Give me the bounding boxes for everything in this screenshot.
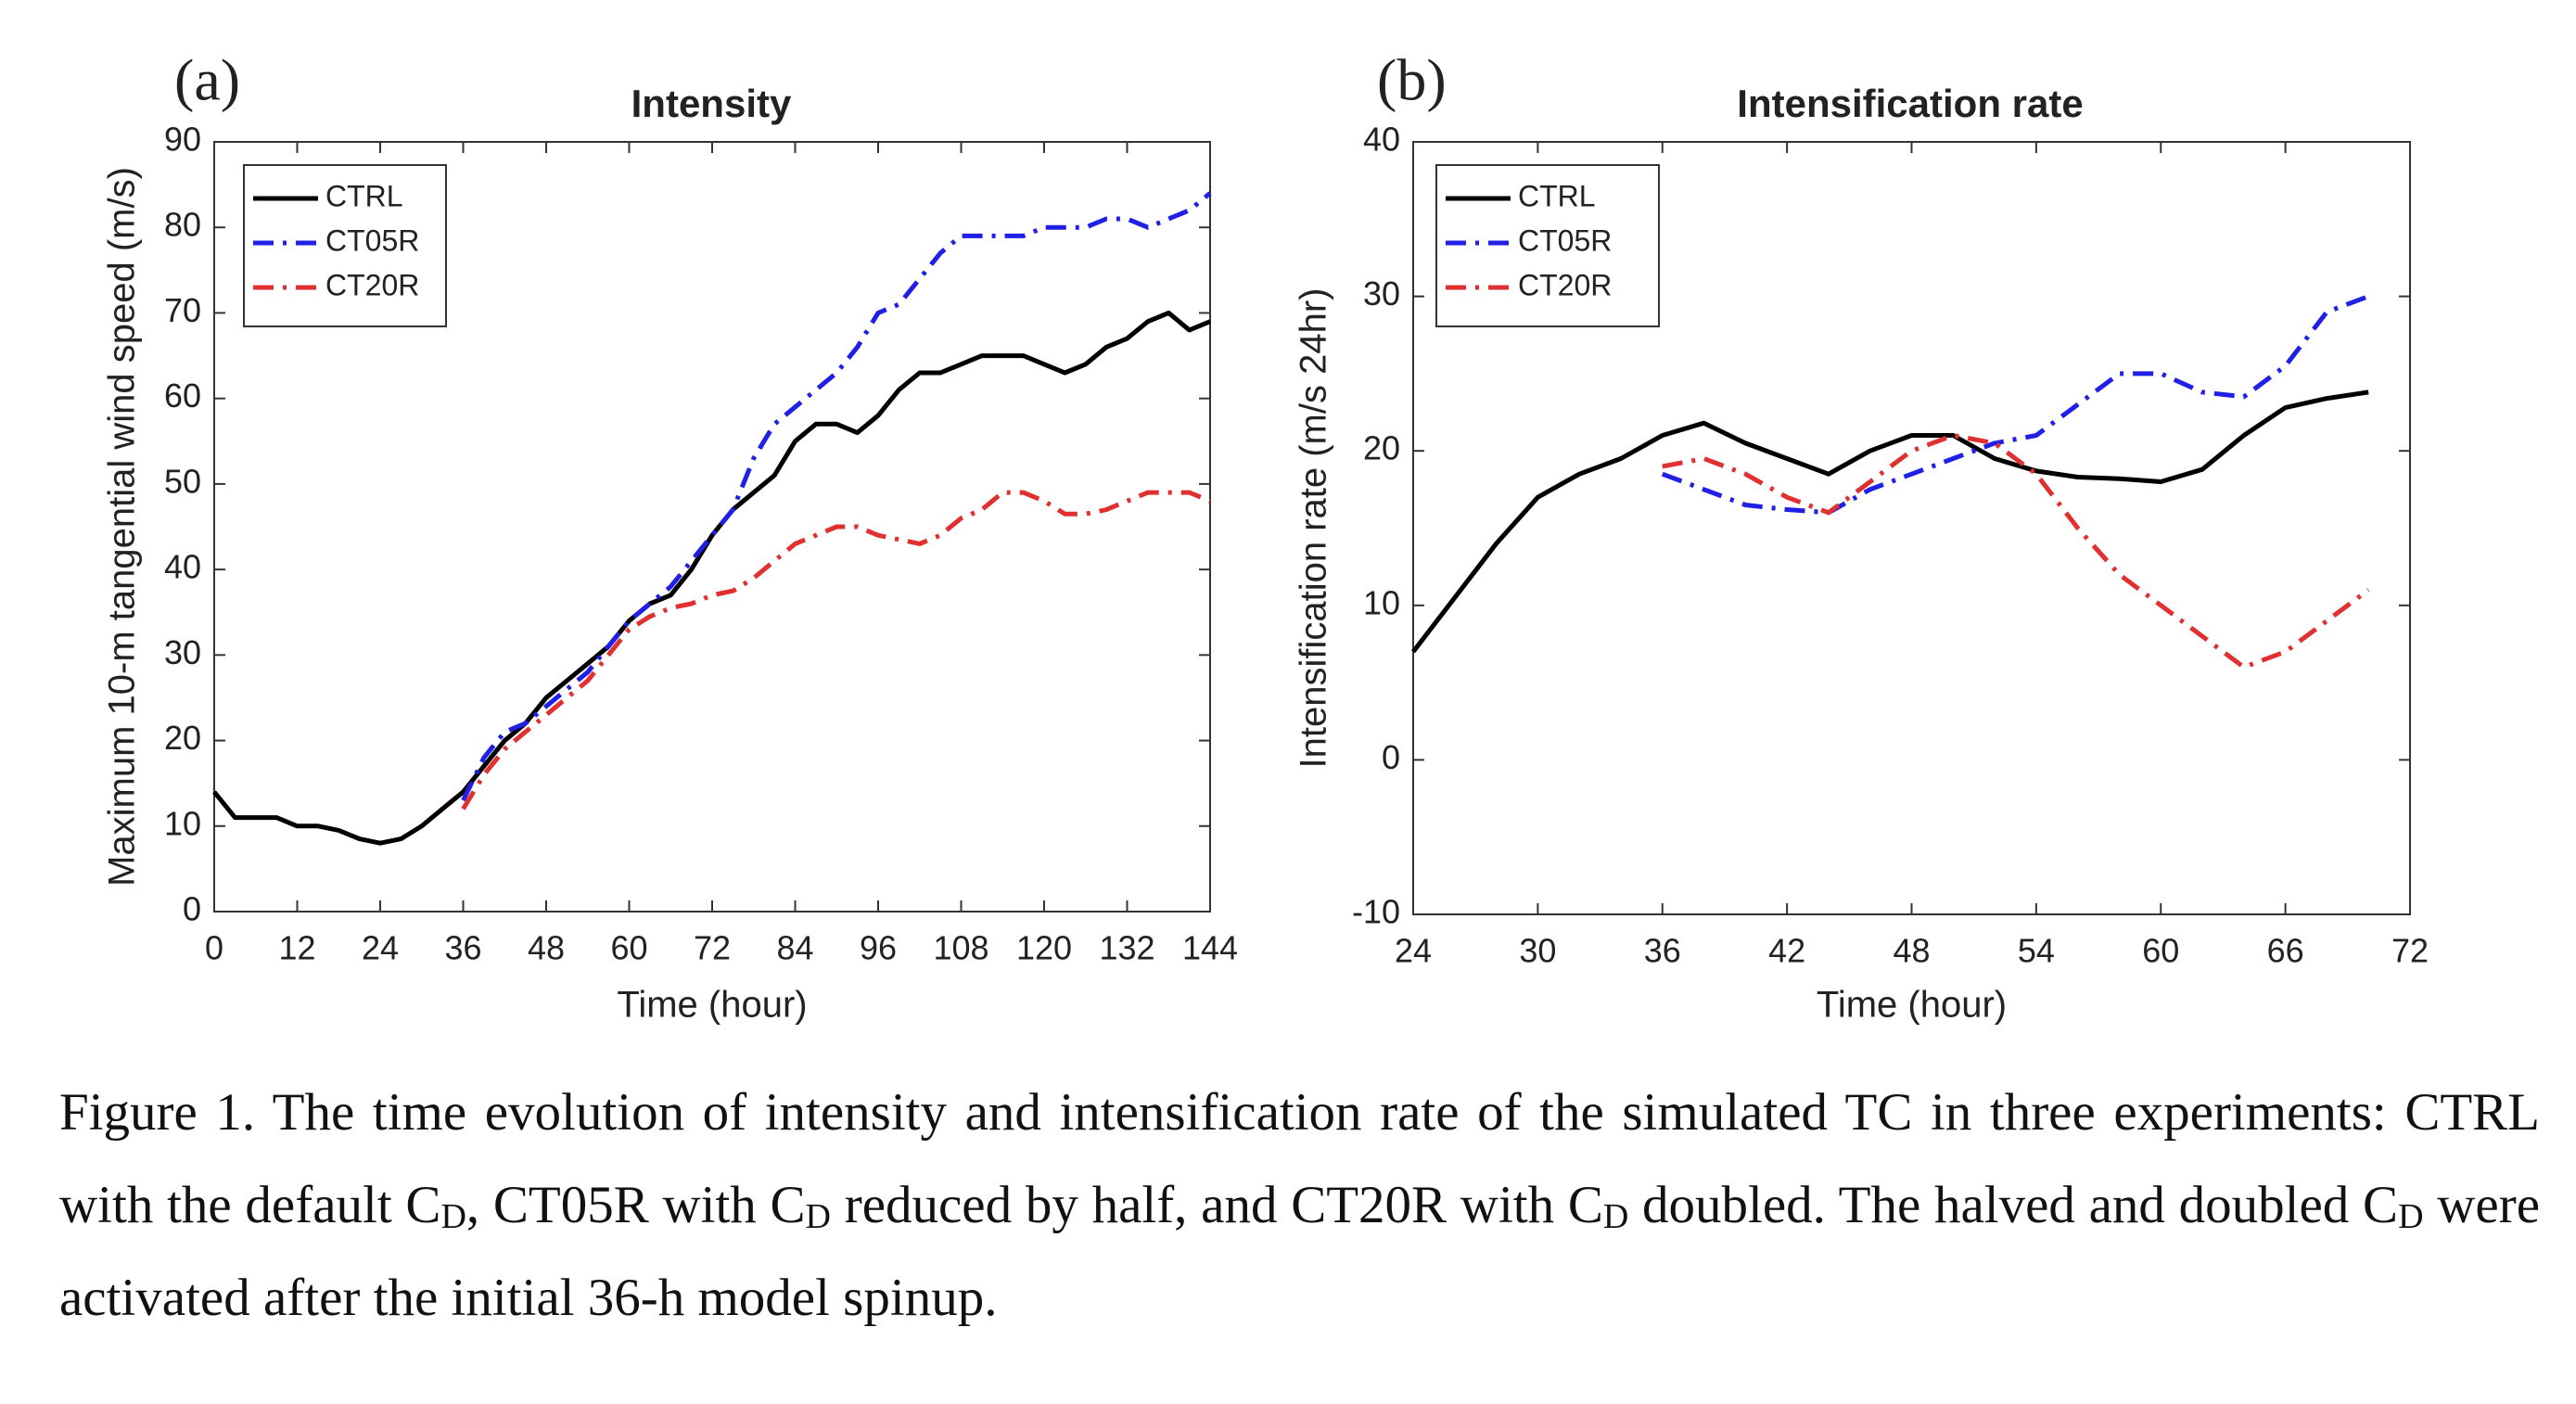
x-tick-label: 132 (1099, 929, 1154, 967)
series-line (1661, 294, 2370, 516)
x-tick-label: 60 (610, 929, 647, 967)
x-tick-label: 48 (528, 929, 565, 967)
x-axis-label: Time (hour) (617, 985, 807, 1026)
y-axis-label: Intensification rate (m/s 24hr) (1294, 288, 1334, 769)
legend-label: CTRL (325, 179, 403, 212)
caption: Figure 1. The time evolution of intensit… (59, 1066, 2540, 1345)
x-tick-label: 60 (2142, 932, 2179, 970)
caption-subscript: D (440, 1197, 466, 1236)
y-tick-label: 0 (1382, 738, 1400, 776)
y-tick-label: 0 (183, 890, 201, 928)
series-line (461, 191, 1212, 802)
y-tick-label: 70 (164, 291, 201, 329)
x-tick-label: 72 (694, 929, 731, 967)
x-tick-label: 144 (1182, 929, 1238, 967)
chart-title: Intensity (631, 82, 792, 125)
panel-label: (b) (1377, 47, 1447, 113)
y-tick-label: 30 (1363, 274, 1400, 313)
legend-label: CT05R (1518, 223, 1612, 257)
y-tick-label: 40 (1363, 121, 1400, 159)
x-tick-label: 48 (1893, 932, 1930, 970)
x-tick-label: 24 (362, 929, 399, 967)
legend-label: CT20R (1518, 268, 1612, 301)
x-tick-label: 36 (444, 929, 481, 967)
series-line (461, 490, 1211, 810)
caption-text: doubled. The halved and doubled C (1628, 1176, 2399, 1234)
y-tick-label: 20 (164, 719, 201, 757)
chart-title: Intensification rate (1737, 82, 2083, 125)
y-tick-label: 40 (164, 548, 201, 586)
y-tick-label: 50 (164, 462, 201, 500)
x-tick-label: 120 (1016, 929, 1072, 967)
caption-text: reduced by half, and CT20R with C (831, 1176, 1603, 1234)
x-tick-label: 96 (860, 929, 897, 967)
x-tick-label: 108 (933, 929, 988, 967)
legend-box (243, 164, 447, 327)
y-tick-label: 10 (164, 804, 201, 842)
x-tick-label: 24 (1395, 932, 1432, 970)
caption-subscript: D (2398, 1197, 2424, 1236)
y-tick-label: 20 (1363, 429, 1400, 467)
figure: (a) Intensity Time (hour) Maximum 10-m tang… (102, 47, 2429, 1026)
x-tick-label: 0 (205, 929, 223, 967)
y-tick-label: 60 (164, 377, 201, 415)
y-tick-label: -10 (1352, 893, 1400, 931)
legend-label: CT20R (325, 268, 419, 301)
x-axis-label: Time (hour) (1817, 985, 2007, 1026)
series-line (1411, 389, 2369, 654)
legend-label: CTRL (1518, 179, 1596, 212)
x-tick-label: 84 (776, 929, 813, 967)
y-tick-label: 30 (164, 633, 201, 671)
x-tick-label: 72 (2391, 932, 2429, 970)
legend-box (1435, 164, 1660, 327)
series-line (1662, 433, 2370, 670)
legend-label: CT05R (325, 223, 419, 257)
caption-text: Figure 1. The time evolution of intensit… (59, 1083, 2540, 1234)
caption-subscript: D (1602, 1197, 1629, 1236)
x-tick-label: 42 (1768, 932, 1805, 970)
x-tick-label: 30 (1519, 932, 1556, 970)
y-tick-label: 80 (164, 206, 201, 244)
caption-text: , CT05R with C (465, 1176, 806, 1234)
series-line (212, 310, 1211, 846)
panel-label: (a) (174, 47, 240, 113)
y-axis-label: Maximum 10-m tangential wind speed (m/s) (102, 167, 143, 887)
x-tick-label: 66 (2267, 932, 2304, 970)
x-tick-label: 36 (1644, 932, 1681, 970)
x-tick-label: 54 (2018, 932, 2055, 970)
caption-subscript: D (805, 1197, 831, 1236)
x-tick-label: 12 (278, 929, 315, 967)
y-tick-label: 90 (164, 121, 201, 159)
y-tick-label: 10 (1363, 583, 1400, 621)
caption-text: were activated after the initial 36-h mo… (59, 1176, 2540, 1327)
